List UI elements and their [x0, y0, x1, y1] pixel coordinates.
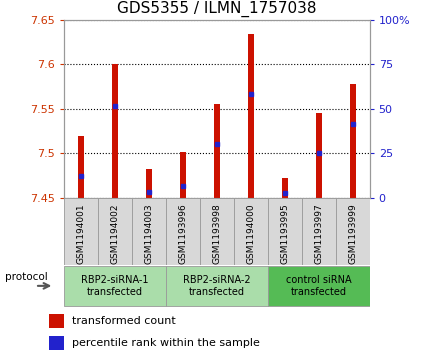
Bar	[180, 152, 186, 198]
Bar	[49, 336, 64, 350]
Bar	[268, 266, 370, 306]
Text: percentile rank within the sample: percentile rank within the sample	[72, 338, 260, 348]
Text: RBP2-siRNA-2
transfected: RBP2-siRNA-2 transfected	[183, 275, 250, 297]
Bar	[349, 84, 356, 198]
Text: transformed count: transformed count	[72, 316, 176, 326]
Text: GSM1193999: GSM1193999	[348, 203, 357, 264]
Bar	[234, 198, 268, 265]
Bar	[336, 198, 370, 265]
Bar	[78, 136, 84, 198]
Text: protocol: protocol	[5, 272, 48, 282]
Bar	[248, 34, 254, 198]
Bar	[268, 198, 302, 265]
Bar	[112, 64, 118, 198]
Bar	[49, 314, 64, 328]
Bar	[315, 113, 322, 198]
Text: GSM1193998: GSM1193998	[212, 203, 221, 264]
Bar	[302, 198, 336, 265]
Title: GDS5355 / ILMN_1757038: GDS5355 / ILMN_1757038	[117, 1, 316, 17]
Text: GSM1194003: GSM1194003	[144, 203, 153, 264]
Bar	[146, 170, 152, 198]
Bar	[98, 198, 132, 265]
Bar	[166, 266, 268, 306]
Bar	[64, 198, 98, 265]
Bar	[64, 266, 166, 306]
Bar	[214, 103, 220, 198]
Bar	[132, 198, 166, 265]
Bar	[166, 198, 200, 265]
Bar	[282, 178, 288, 198]
Text: GSM1194000: GSM1194000	[246, 203, 255, 264]
Text: GSM1193996: GSM1193996	[178, 203, 187, 264]
Text: GSM1194001: GSM1194001	[76, 203, 85, 264]
Text: GSM1193997: GSM1193997	[314, 203, 323, 264]
Text: GSM1194002: GSM1194002	[110, 203, 119, 264]
Bar	[200, 198, 234, 265]
Text: control siRNA
transfected: control siRNA transfected	[286, 275, 352, 297]
Text: GSM1193995: GSM1193995	[280, 203, 289, 264]
Text: RBP2-siRNA-1
transfected: RBP2-siRNA-1 transfected	[81, 275, 149, 297]
